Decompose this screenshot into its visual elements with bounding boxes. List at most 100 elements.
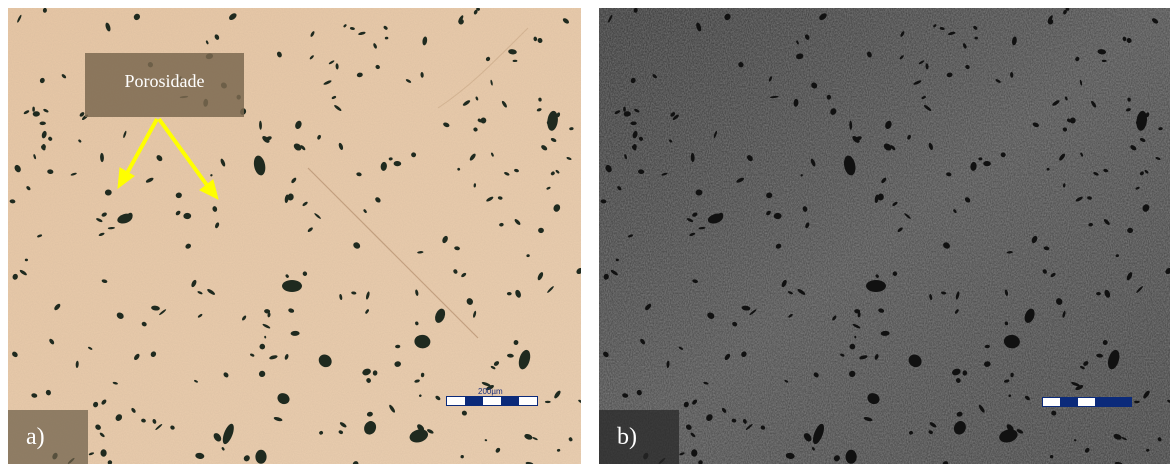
pore [12,273,18,280]
pore [419,394,422,397]
pore [1032,122,1039,128]
pore [389,404,396,413]
pore [1146,448,1150,452]
pore [766,210,771,216]
pore [854,335,857,339]
pore [849,370,856,378]
pore [672,114,679,121]
pore [486,385,494,391]
pore [328,60,335,65]
pore [79,112,85,117]
pore [630,121,637,126]
pore [1075,196,1083,202]
pore [264,309,271,314]
pore [742,418,747,424]
pore [973,25,978,30]
pore [284,194,289,204]
pore [100,449,107,457]
pore [803,433,812,442]
pore [514,219,521,225]
pore [1088,222,1093,227]
pore [797,288,806,295]
pore [54,303,61,311]
pore [746,155,753,162]
pore [1157,437,1162,442]
pore [141,418,146,423]
pore [269,355,278,360]
pore [645,303,652,311]
pore [1031,235,1038,244]
pore [364,421,377,435]
pore [536,108,542,112]
pore [796,40,799,45]
pore [150,351,157,357]
pore [946,172,952,177]
pore [285,274,289,278]
pore [221,447,225,451]
pore [349,27,355,30]
pore [415,321,419,326]
pore [995,79,1001,83]
pore [749,309,757,316]
pore [1084,447,1090,453]
scale-bar-b [1042,397,1132,407]
pore [556,448,561,452]
pore [504,172,510,176]
pore [133,13,141,21]
large-pore [866,280,886,292]
pore [112,381,118,385]
pore [784,380,789,383]
pore [546,121,553,128]
pore [1064,96,1068,101]
pore [843,155,856,176]
pore [1010,372,1014,378]
pore [310,31,315,37]
pore [1075,385,1084,391]
pore [1066,118,1072,123]
pore [724,13,731,21]
pore [812,423,825,445]
pore [1121,437,1127,441]
pore [26,186,31,191]
pore [43,108,49,113]
pore [696,22,702,32]
pore [422,36,428,46]
pore [435,395,441,401]
pore [356,172,362,177]
pore [1087,196,1092,200]
pore [1155,156,1161,161]
pore [900,31,905,37]
pore [819,13,827,20]
pore [338,430,343,435]
pore [460,454,464,459]
pore [1051,410,1057,416]
pore [276,51,282,58]
pore [984,361,991,367]
scale-bar-a [446,396,538,406]
pore [913,80,922,85]
pore [781,279,787,288]
pore [578,399,581,404]
pore [255,449,267,464]
pore [486,196,494,202]
pore [946,72,953,78]
pore [875,274,879,278]
pore [706,414,713,421]
pore [608,14,613,23]
pore [788,313,793,318]
porosity-annotation: Porosidade [85,53,244,117]
pore [1096,353,1103,358]
pore [928,142,933,150]
pore [220,158,226,167]
pore [623,106,626,112]
pore [1113,433,1122,440]
pore [1091,100,1097,108]
pore [1107,349,1120,370]
pore [242,315,247,321]
pore [93,401,99,408]
pore [550,137,557,143]
pore [1024,308,1035,323]
pore [617,186,622,191]
pore [1134,400,1140,404]
pore [813,372,819,378]
